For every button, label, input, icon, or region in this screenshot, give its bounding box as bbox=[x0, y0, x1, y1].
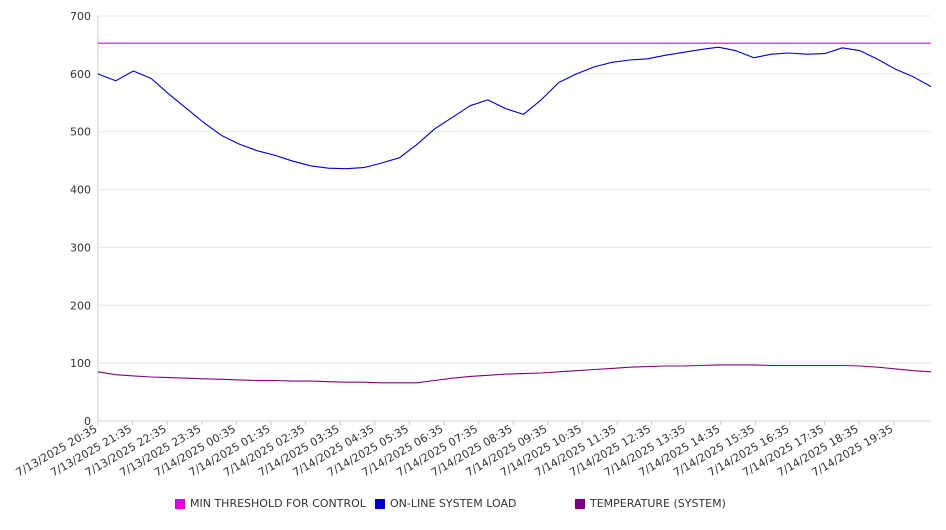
legend-item-online-load[interactable]: ON-LINE SYSTEM LOAD bbox=[375, 497, 516, 510]
series-lines bbox=[97, 42, 932, 384]
grid-lines bbox=[98, 15, 931, 422]
legend-swatch-online-load bbox=[375, 498, 385, 509]
y-tick-label: 0 bbox=[84, 415, 91, 428]
y-tick-label: 700 bbox=[70, 10, 91, 23]
legend-swatch-min-threshold bbox=[175, 498, 185, 509]
y-tick-label: 600 bbox=[70, 68, 91, 81]
y-tick-label: 400 bbox=[70, 184, 91, 197]
series-line-on-line-system-load bbox=[97, 46, 932, 170]
legend-swatch-temperature bbox=[575, 498, 585, 509]
axes bbox=[97, 16, 931, 422]
legend-item-temperature[interactable]: TEMPERATURE (SYSTEM) bbox=[575, 497, 726, 510]
y-tick-label: 100 bbox=[70, 357, 91, 370]
y-tick-label: 300 bbox=[70, 241, 91, 254]
legend: MIN THRESHOLD FOR CONTROL ON-LINE SYSTEM… bbox=[0, 497, 946, 515]
y-axis-tick-labels: 0 100 200 300 400 500 600 700 bbox=[70, 10, 91, 428]
legend-label-online-load: ON-LINE SYSTEM LOAD bbox=[390, 497, 517, 510]
series-line-temperature-system bbox=[97, 364, 932, 384]
legend-item-min-threshold[interactable]: MIN THRESHOLD FOR CONTROL bbox=[175, 497, 366, 510]
y-tick-label: 500 bbox=[70, 126, 91, 139]
y-tick-label: 200 bbox=[70, 299, 91, 312]
legend-label-min-threshold: MIN THRESHOLD FOR CONTROL bbox=[190, 497, 366, 510]
x-axis-tick-labels: 7/13/2025 20:357/13/2025 21:357/13/2025 … bbox=[14, 421, 895, 479]
legend-label-temperature: TEMPERATURE (SYSTEM) bbox=[590, 497, 726, 510]
